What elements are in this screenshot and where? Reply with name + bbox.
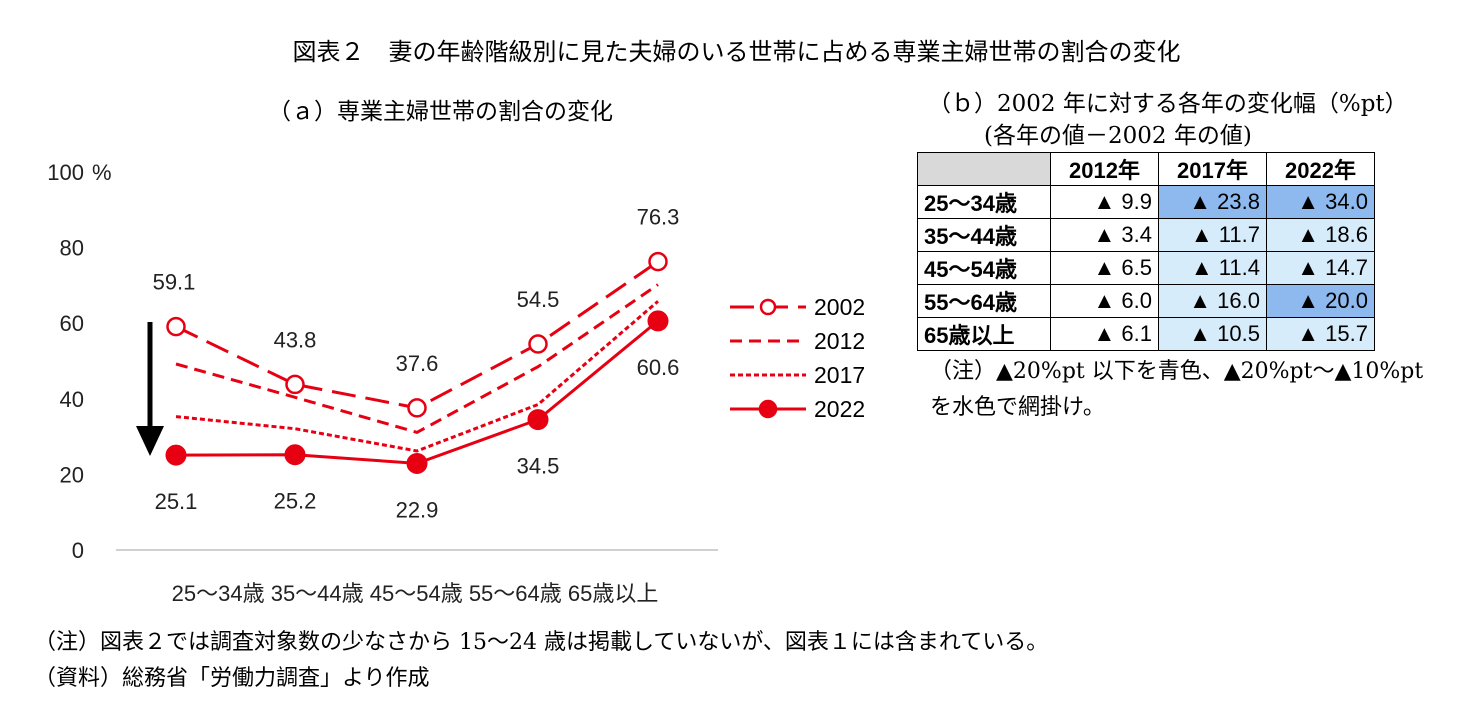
table-cell: ▲ 34.0: [1266, 185, 1375, 219]
y-tick-label: 100: [47, 160, 84, 185]
point-2022: [406, 452, 428, 474]
table-header-corner: [917, 152, 1051, 186]
legend-swatch: [730, 298, 806, 316]
y-tick-label: 40: [60, 387, 84, 412]
data-label-2002: 54.5: [517, 287, 560, 312]
table-header-2022: 2022年: [1266, 152, 1375, 186]
legend-item-2012: 2012: [728, 324, 865, 358]
series-line-2017: [175, 300, 659, 453]
point-2022: [165, 444, 187, 466]
legend-swatch: [730, 399, 806, 419]
table-header-2017: 2017年: [1158, 152, 1267, 186]
footnote: （注）図表２では調査対象数の少なさから 15～24 歳は掲載していないが、図表１…: [34, 630, 1049, 655]
table-cell: ▲ 11.4: [1158, 251, 1267, 285]
legend-label: 2022: [814, 395, 866, 422]
table-cell: ▲ 20.0: [1266, 284, 1375, 318]
point-2002: [166, 316, 186, 337]
data-label-2002: 59.1: [153, 270, 196, 295]
change-table: 2012年 2017年 2022年 25～34歳 ▲ 9.9 ▲ 23.8 ▲ 34.…: [917, 152, 1375, 351]
point-2002: [528, 334, 548, 354]
source-note: （資料）総務省「労働力調査」より作成: [34, 666, 430, 691]
main-title: 図表２ 妻の年齢階級別に見た夫婦のいる世帯に占める専業主婦世帯の割合の変化: [292, 38, 1181, 66]
table-note: （注）▲20%pt 以下を青色、▲20%pt～▲10%pt を水色で網掛け。: [930, 359, 1424, 420]
chart-legend: 2002 2012 2017 2022: [728, 290, 865, 426]
table-row-label: 35～44歳: [917, 218, 1051, 252]
table-cell: ▲ 14.7: [1266, 251, 1375, 285]
legend-swatch: [730, 373, 806, 377]
y-axis-unit: %: [92, 160, 112, 185]
table-cell: ▲ 15.7: [1266, 317, 1375, 351]
point-2002: [648, 251, 668, 272]
panel-a-title: （ａ）専業主婦世帯の割合の変化: [268, 99, 613, 125]
y-tick-label: 80: [60, 236, 84, 261]
point-2022: [284, 444, 306, 466]
data-label-2022: 25.2: [274, 489, 317, 514]
table-cell: ▲ 6.1: [1050, 317, 1159, 351]
table-row-label: 55～64歳: [917, 284, 1051, 318]
y-tick-label: 0: [72, 538, 84, 563]
point-2002: [407, 398, 427, 418]
legend-item-2002: 2002: [728, 290, 865, 324]
table-cell: ▲ 3.4: [1050, 218, 1159, 252]
table-cell: ▲ 23.8: [1158, 185, 1267, 219]
series-line-2022: [175, 319, 659, 465]
table-cell: ▲ 16.0: [1158, 284, 1267, 318]
legend-item-2022: 2022: [728, 392, 865, 426]
panel-b-subtitle: (各年の値－2002 年の値): [984, 123, 1252, 149]
table-cell: ▲ 11.7: [1158, 218, 1267, 252]
data-label-2022: 25.1: [155, 489, 198, 514]
table-row: 65歳以上 ▲ 6.1 ▲ 10.5 ▲ 15.7: [917, 317, 1375, 351]
table-header-row: 2012年 2017年 2022年: [917, 152, 1375, 186]
table-cell: ▲ 10.5: [1158, 317, 1267, 351]
data-label-2002: 76.3: [637, 205, 680, 230]
table-header-2012: 2012年: [1050, 152, 1159, 186]
table-cell: ▲ 18.6: [1266, 218, 1375, 252]
legend-label: 2012: [814, 327, 866, 354]
table-row-label: 25～34歳: [917, 185, 1051, 219]
data-label-2002: 43.8: [274, 327, 317, 352]
decrease-arrow-head: [136, 426, 164, 456]
legend-swatch: [730, 339, 806, 343]
table-cell: ▲ 6.0: [1050, 284, 1159, 318]
series-line-2012: [175, 283, 659, 435]
data-label-2002: 37.6: [396, 351, 439, 376]
table-row: 55～64歳 ▲ 6.0 ▲ 16.0 ▲ 20.0: [917, 284, 1375, 318]
table-row-label: 45～54歳: [917, 251, 1051, 285]
point-2002: [285, 374, 305, 395]
legend-label: 2002: [814, 293, 866, 320]
line-chart: 0 20 40 60 80 100 % 25～34歳 35～44歳 45～54歳 55～64歳…: [47, 160, 718, 606]
x-tick-labels: 25～34歳 35～44歳 45～54歳 55～64歳 65歳以上: [172, 581, 659, 606]
y-tick-label: 60: [60, 311, 84, 336]
data-label-2022: 60.6: [637, 355, 680, 380]
table-cell: ▲ 9.9: [1050, 185, 1159, 219]
legend-label: 2017: [814, 361, 866, 388]
table-row: 25～34歳 ▲ 9.9 ▲ 23.8 ▲ 34.0: [917, 185, 1375, 219]
table-row-label: 65歳以上: [917, 317, 1051, 351]
data-label-2022: 34.5: [517, 454, 560, 479]
legend-item-2017: 2017: [728, 358, 865, 392]
panel-b-title: （ｂ）2002 年に対する各年の変化幅（%pt）: [928, 91, 1408, 117]
y-tick-label: 20: [60, 462, 84, 487]
data-label-2022: 22.9: [396, 497, 439, 522]
table-row: 45～54歳 ▲ 6.5 ▲ 11.4 ▲ 14.7: [917, 251, 1375, 285]
table-row: 35～44歳 ▲ 3.4 ▲ 11.7 ▲ 18.6: [917, 218, 1375, 252]
table-cell: ▲ 6.5: [1050, 251, 1159, 285]
point-2022: [527, 409, 549, 431]
point-2022: [647, 310, 669, 332]
